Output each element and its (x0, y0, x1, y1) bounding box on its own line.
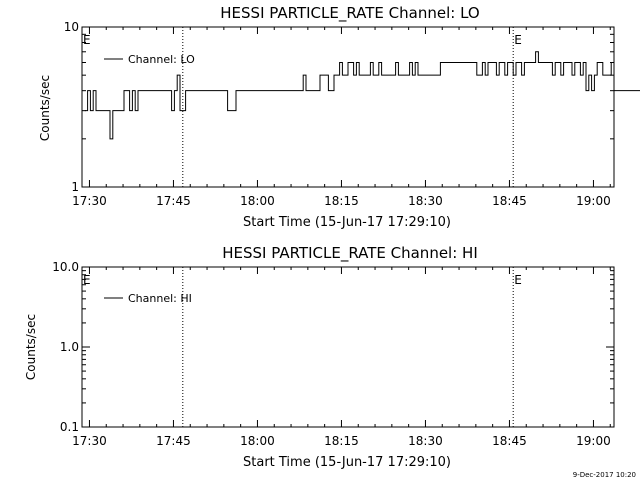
event-marker-label: E (83, 273, 91, 287)
legend: Channel: HI (104, 292, 192, 305)
x-tick-label: 18:30 (408, 434, 443, 448)
x-tick-label: 18:00 (240, 434, 275, 448)
x-tick-label: 19:00 (576, 194, 611, 208)
x-axis-label: Start Time (15-Jun-17 17:29:10) (243, 215, 451, 230)
event-marker-label: E (83, 33, 91, 47)
x-tick-label: 18:45 (492, 194, 527, 208)
x-tick-label: 18:45 (492, 434, 527, 448)
x-tick-label: 18:15 (324, 194, 359, 208)
event-marker-label: E (514, 273, 522, 287)
y-tick-label: 10.0 (52, 260, 79, 274)
y-tick-label: 10 (64, 20, 79, 34)
y-tick-label: 1.0 (60, 340, 79, 354)
x-tick-label: 17:30 (72, 194, 107, 208)
event-marker-label: E (514, 33, 522, 47)
y-tick-label: 0.1 (60, 420, 79, 434)
plot-timestamp: 9-Dec-2017 10:20 (573, 471, 636, 479)
chart-title: HESSI PARTICLE_RATE Channel: HI (222, 244, 478, 263)
x-tick-label: 18:30 (408, 194, 443, 208)
x-tick-label: 17:45 (156, 434, 191, 448)
x-axis-label: Start Time (15-Jun-17 17:29:10) (243, 455, 451, 470)
panel-hi: HESSI PARTICLE_RATE Channel: HI Counts/s… (24, 244, 615, 470)
x-tick-label: 18:15 (324, 434, 359, 448)
plot-frame (81, 26, 615, 188)
plot-frame (81, 266, 615, 428)
y-tick-label: 1 (71, 180, 79, 194)
x-tick-label: 18:00 (240, 194, 275, 208)
y-axis-label: Counts/sec (24, 314, 38, 380)
y-axis-label: Counts/sec (38, 75, 52, 141)
legend: Channel: LO (104, 53, 195, 66)
x-tick-label: 17:30 (72, 434, 107, 448)
series-line-channel-lo (84, 51, 640, 140)
legend-label: Channel: HI (128, 292, 192, 305)
x-tick-label: 19:00 (576, 434, 611, 448)
panel-lo: HESSI PARTICLE_RATE Channel: LO Counts/s… (38, 4, 640, 230)
x-tick-label: 17:45 (156, 194, 191, 208)
chart-title: HESSI PARTICLE_RATE Channel: LO (220, 4, 479, 23)
legend-label: Channel: LO (128, 53, 195, 66)
